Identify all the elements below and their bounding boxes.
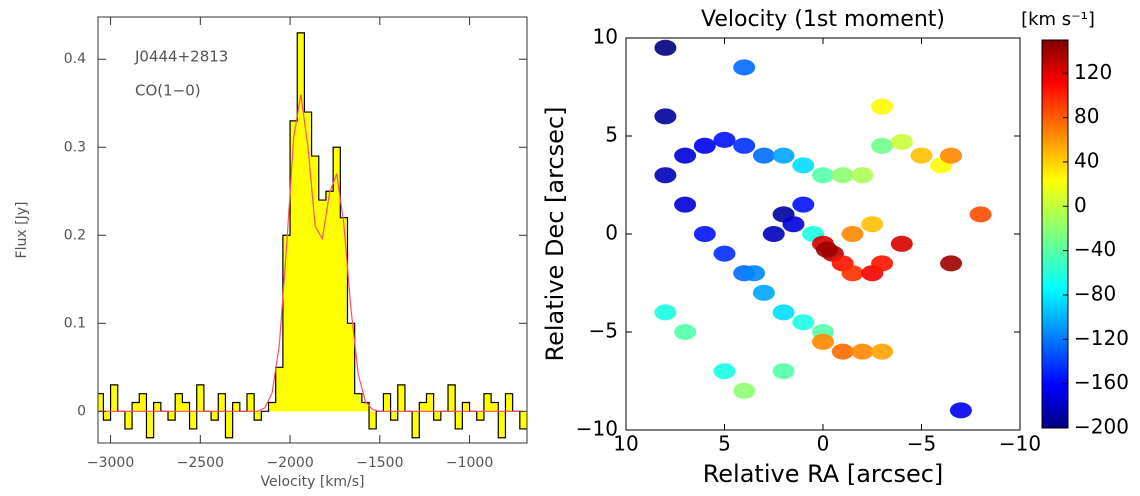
velocity-blob	[851, 167, 874, 184]
y-tick-label: 0.2	[64, 227, 86, 243]
velocity-blob	[940, 255, 963, 272]
velocity-blob	[713, 363, 736, 380]
y-tick-label: 10	[593, 25, 618, 49]
y-tick-label: 0.1	[64, 315, 86, 331]
frame	[97, 16, 528, 444]
velocity-blob	[871, 255, 894, 272]
x-tick-label: −1000	[446, 455, 493, 471]
colorbar-label: [km s⁻¹]	[1021, 9, 1095, 30]
velocity-blob	[654, 108, 677, 125]
velocity-blob	[792, 196, 815, 213]
y-axis-label: Flux [Jy]	[14, 202, 30, 259]
colorbar	[1041, 39, 1069, 429]
colorbar-tick-label: 0	[1074, 193, 1087, 217]
velocity-blob	[792, 157, 815, 174]
x-axis-label: Velocity [km/s]	[260, 474, 364, 490]
velocity-blob	[812, 333, 834, 350]
x-tick-label: 10	[613, 432, 638, 456]
velocity-blob	[949, 402, 972, 419]
x-tick-label: 0	[817, 432, 830, 456]
velocity-blob	[815, 241, 838, 258]
velocity-blob	[910, 147, 933, 164]
y-axis-label: Relative Dec [arcsec]	[541, 107, 569, 362]
annotation: CO(1−0)	[135, 82, 201, 100]
velocity-blob	[812, 167, 834, 184]
velocity-blob	[733, 137, 756, 154]
annotation: J0444+2813	[134, 48, 228, 66]
velocity-blob	[693, 226, 716, 242]
velocity-blob	[772, 363, 795, 380]
velocity-blob	[674, 324, 697, 340]
velocity-blob	[713, 245, 736, 262]
velocity-blob	[940, 147, 963, 164]
x-tick-label: −3000	[87, 455, 134, 471]
plot-area	[98, 32, 527, 439]
y-tick-label: 0.3	[64, 139, 86, 155]
x-axis-label: Relative RA [arcsec]	[703, 460, 944, 488]
velocity-blob	[772, 304, 795, 321]
velocity-blob	[752, 284, 775, 301]
colorbar-tick-label: −200	[1074, 415, 1129, 439]
y-tick-label: 5	[605, 123, 618, 147]
velocity-blob	[772, 147, 795, 164]
x-tick-label: −10	[999, 432, 1041, 456]
x-tick-label: 5	[718, 432, 731, 456]
velocity-blob	[871, 98, 894, 115]
velocity-blob	[733, 59, 756, 76]
velocity-blob	[792, 314, 815, 331]
velocity-blob	[841, 226, 864, 242]
fit-line	[99, 94, 524, 412]
velocity-blob	[851, 343, 874, 360]
x-tick-label: −5	[907, 432, 936, 456]
velocity-blob	[861, 216, 884, 233]
velocity-blob	[743, 265, 766, 282]
velocity-blob	[762, 226, 785, 242]
velocity-blob	[871, 137, 894, 154]
flux-step	[98, 32, 527, 439]
velocity-blob	[871, 343, 894, 360]
y-tick-label: −5	[589, 319, 618, 343]
x-tick-label: −2000	[266, 455, 313, 471]
colorbar-tick-label: −160	[1074, 370, 1129, 394]
velocity-blob	[752, 147, 775, 164]
map-area	[654, 39, 992, 419]
colorbar-tick-label: 120	[1074, 60, 1112, 84]
velocity-blob	[890, 133, 913, 150]
colorbar-tick-label: −120	[1074, 326, 1129, 350]
velocity-blob	[654, 39, 677, 56]
velocity-blob	[969, 206, 992, 223]
velocity-blob	[654, 167, 677, 184]
velocity-blob	[674, 147, 697, 164]
x-tick-label: −1500	[356, 455, 403, 471]
chart-title: Velocity (1st moment)	[701, 7, 945, 32]
velocity-blob	[841, 265, 864, 282]
velocity-blob	[831, 167, 854, 184]
colorbar-tick-label: −40	[1074, 237, 1116, 261]
y-tick-label: −10	[576, 417, 618, 441]
y-tick-label: 0	[605, 221, 618, 245]
velocity-blob	[654, 304, 677, 321]
y-tick-label: 0.4	[64, 51, 86, 67]
y-tick-label: 0	[77, 403, 86, 419]
flux-fill	[98, 32, 527, 438]
velocity-blob	[890, 235, 913, 252]
velocity-blob	[713, 131, 736, 148]
velocity-blob	[782, 216, 805, 233]
velocity-blob	[733, 382, 756, 399]
velocity-blob	[831, 343, 854, 360]
x-tick-label: −2500	[177, 455, 224, 471]
colorbar-tick-label: 40	[1074, 148, 1099, 172]
velocity-blob	[674, 196, 697, 213]
colorbar-tick-label: 80	[1074, 104, 1099, 128]
colorbar-tick-label: −80	[1074, 281, 1116, 305]
velocity-blob	[693, 137, 716, 154]
